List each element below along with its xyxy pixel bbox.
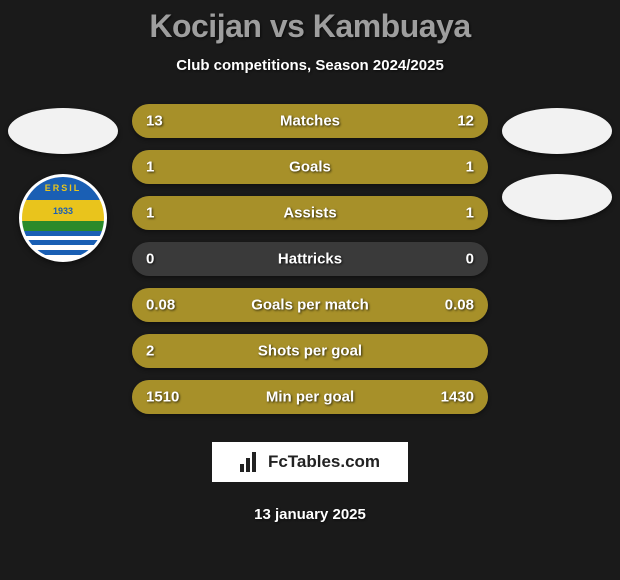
stat-label: Min per goal: [266, 389, 354, 406]
stat-value-right: 0.08: [445, 297, 474, 314]
stat-bar: 0.08 0.08 Goals per match: [132, 288, 488, 322]
badge-year: 1933: [22, 200, 104, 221]
comparison-body: ERSIL 1933 1312Matches11Goals11Assists00…: [0, 104, 620, 414]
watermark-text: FcTables.com: [268, 452, 380, 472]
right-player-col: [502, 104, 612, 220]
stat-value-left: 1510: [146, 389, 179, 406]
stat-fill-right: [310, 150, 488, 184]
stat-label: Matches: [280, 113, 340, 130]
stat-label: Hattricks: [278, 251, 342, 268]
stat-value-left: 13: [146, 113, 163, 130]
bars-icon: [240, 452, 260, 472]
stat-value-right: 1430: [441, 389, 474, 406]
stat-bar: 13 12 Matches: [132, 104, 488, 138]
stat-value-right: 12: [457, 113, 474, 130]
left-flag-icon: [8, 108, 118, 154]
date-label: 13 january 2025: [254, 506, 366, 523]
stat-bar: 1 1 Assists: [132, 196, 488, 230]
stat-label: Goals per match: [251, 297, 369, 314]
stat-value-right: 0: [466, 251, 474, 268]
stat-value-left: 0.08: [146, 297, 175, 314]
stat-value-right: 1: [466, 205, 474, 222]
badge-green-stripe: [22, 221, 104, 231]
stat-value-left: 1: [146, 159, 154, 176]
stat-value-left: 1: [146, 205, 154, 222]
stat-value-right: 1: [466, 159, 474, 176]
stat-bar: 1510 1430 Min per goal: [132, 380, 488, 414]
stat-fill-left: [132, 150, 310, 184]
right-club-ellipse-icon: [502, 174, 612, 220]
badge-top-text: ERSIL: [22, 177, 104, 200]
subtitle: Club competitions, Season 2024/2025: [176, 57, 444, 74]
badge-waves-icon: [22, 231, 104, 259]
stat-value-left: 2: [146, 343, 154, 360]
stat-bar: 0 0 Hattricks: [132, 242, 488, 276]
left-player-col: ERSIL 1933: [8, 104, 118, 262]
stat-bar: 1 1 Goals: [132, 150, 488, 184]
stat-value-left: 0: [146, 251, 154, 268]
stat-label: Shots per goal: [258, 343, 362, 360]
right-flag-icon: [502, 108, 612, 154]
stat-label: Goals: [289, 159, 331, 176]
stats-column: 13 12 Matches 1 1 Goals 1 1 Assists 0 0 Hattricks 0.…: [132, 104, 488, 414]
left-club-badge-icon: ERSIL 1933: [19, 174, 107, 262]
stat-fill-right: [310, 196, 488, 230]
stat-label: Assists: [283, 205, 336, 222]
page-title: Kocijan vs Kambuaya: [149, 8, 470, 45]
stat-bar: 2 Shots per goal: [132, 334, 488, 368]
watermark-badge: FcTables.com: [212, 442, 408, 482]
